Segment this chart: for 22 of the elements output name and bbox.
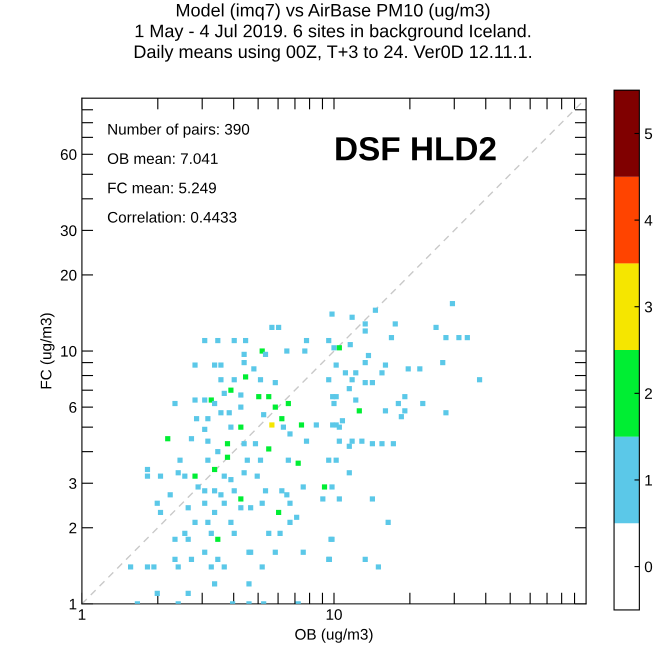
color-bar-label: 4 (644, 215, 652, 226)
y-tick-label: 10 (61, 346, 76, 357)
y-tick-label: 3 (69, 478, 76, 489)
chart-title: Model (imq7) vs AirBase PM10 (ug/m3) 1 May - 4 Jul 2019. 6 sites in background Iceland. Daily means using 00Z, T+3 to 24. Ver0D 12.11.1. (134, 3, 532, 62)
color-bar-label: 1 (645, 474, 652, 486)
y-tick-label: 20 (60, 270, 76, 281)
y-tick-label: 60 (60, 149, 76, 160)
color-bar-label: 5 (644, 128, 652, 140)
y-tick-label: 2 (69, 522, 76, 534)
annotation: DSF HLD2 (336, 137, 496, 161)
color-bar-label: 0 (644, 561, 652, 572)
annotation: Correlation: 0.4433 (108, 211, 236, 223)
y-tick-label: 30 (60, 225, 76, 236)
annotation: OB mean: 7.041 (108, 153, 218, 164)
y-tick-label: 1 (70, 598, 76, 610)
annotation: FC mean: 5.249 (108, 182, 216, 194)
x-axis-title: OB (ug/m3) (295, 628, 373, 643)
color-bar-label: 3 (644, 302, 652, 312)
y-tick-label: 6 (69, 402, 76, 413)
y-axis-title: FC (ug/m3) (40, 313, 55, 388)
color-bar-label: 2 (644, 388, 652, 399)
annotation: Number of pairs: 390 (108, 123, 250, 138)
